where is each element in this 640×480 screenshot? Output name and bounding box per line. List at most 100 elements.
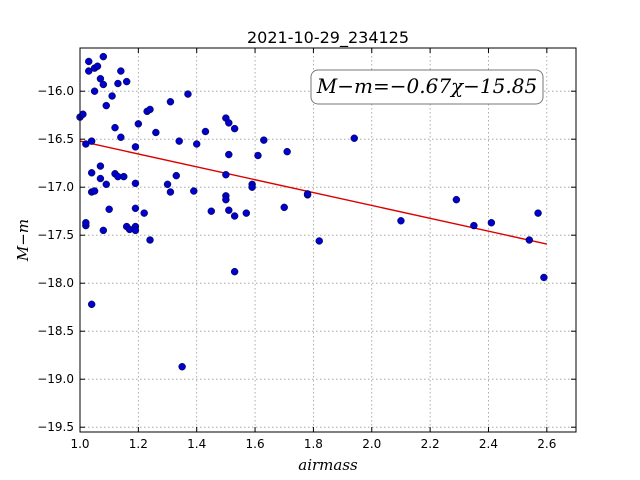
data-point: [166, 98, 175, 106]
y-tick-label: −18.0: [37, 276, 74, 290]
y-tick-label: −17.5: [37, 228, 74, 242]
data-point: [146, 105, 154, 114]
data-point: [90, 87, 99, 95]
data-point: [470, 221, 478, 230]
data-point: [303, 190, 312, 198]
data-point: [225, 150, 233, 159]
y-tick-label: −16.5: [37, 132, 74, 146]
data-point: [146, 236, 154, 244]
data-point: [280, 203, 288, 212]
data-point: [225, 119, 233, 127]
y-tick-label: −19.5: [37, 420, 74, 434]
data-point: [166, 188, 175, 196]
data-point: [540, 273, 548, 282]
data-point: [102, 180, 110, 189]
data-point: [254, 151, 262, 160]
x-tick-label: 1.4: [187, 437, 206, 451]
fit-line: [79, 140, 547, 245]
data-point: [283, 147, 291, 156]
data-point: [99, 80, 108, 89]
data-point: [90, 187, 99, 195]
data-point: [93, 62, 102, 70]
data-point: [122, 77, 131, 86]
plot-frame: [79, 47, 577, 433]
data-point: [96, 162, 105, 170]
data-point: [85, 57, 93, 66]
data-point: [350, 134, 358, 142]
data-point: [230, 267, 239, 276]
data-point: [397, 217, 405, 225]
data-point: [85, 67, 93, 75]
data-point: [230, 124, 239, 133]
y-axis-label: M−m: [14, 219, 32, 262]
data-point: [82, 219, 90, 227]
data-point: [87, 300, 96, 309]
data-point: [114, 79, 122, 88]
data-point: [207, 207, 215, 215]
data-point: [105, 205, 113, 213]
data-point: [120, 172, 128, 181]
data-point: [225, 206, 233, 214]
data-point: [99, 52, 108, 61]
data-point: [131, 204, 140, 213]
y-tick-label: −17.0: [37, 180, 74, 194]
data-point: [315, 237, 323, 245]
axis-ticks: 1.0 1.2 1.4 1.6 1.8 2.0 2.2 2.4 2.6 −16.0 −16.5 −17…: [37, 48, 576, 451]
data-point: [163, 180, 172, 189]
x-tick-label: 2.6: [537, 437, 556, 451]
data-point: [242, 209, 251, 217]
x-tick-label: 2.0: [362, 437, 381, 451]
x-tick-label: 2.2: [421, 437, 440, 451]
x-axis-label: airmass: [298, 456, 358, 474]
data-point: [487, 219, 496, 227]
data-point: [111, 123, 119, 132]
x-tick-label: 1.8: [304, 437, 323, 451]
data-point: [230, 212, 239, 220]
data-point: [131, 179, 140, 188]
data-point: [525, 236, 534, 244]
fit-equation-text: M−m=−0.67χ−15.85: [316, 74, 537, 98]
data-point: [452, 195, 461, 204]
data-point: [222, 195, 230, 204]
data-point: [117, 133, 125, 141]
data-point: [134, 120, 143, 128]
x-tick-label: 2.4: [479, 437, 498, 451]
data-point: [131, 226, 140, 235]
data-point: [248, 183, 256, 191]
fit-line-group: [79, 140, 547, 245]
x-tick-label: 1.6: [246, 437, 265, 451]
data-point: [99, 226, 108, 235]
y-tick-label: −18.5: [37, 324, 74, 338]
data-point: [172, 171, 180, 180]
fit-equation-box: M−m=−0.67χ−15.85: [310, 69, 544, 105]
x-tick-label: 1.0: [70, 437, 89, 451]
data-point: [222, 171, 230, 179]
data-point: [87, 169, 96, 177]
data-point: [190, 187, 198, 195]
x-tick-label: 1.2: [129, 437, 148, 451]
data-point: [96, 174, 105, 183]
data-point: [117, 67, 125, 75]
data-point: [193, 140, 201, 148]
y-tick-label: −19.0: [37, 372, 74, 386]
grid-lines: [79, 48, 576, 432]
data-point: [140, 209, 148, 217]
data-point: [184, 90, 192, 98]
data-point: [131, 143, 140, 151]
data-point: [152, 128, 160, 137]
data-points: [76, 52, 548, 371]
annotation-box: [310, 69, 544, 105]
chart-title: 2021-10-29_234125: [247, 28, 409, 48]
data-point: [201, 127, 210, 136]
data-point: [260, 136, 268, 144]
data-point: [79, 110, 87, 118]
data-point: [175, 137, 183, 145]
data-point: [102, 101, 110, 110]
data-point: [108, 92, 116, 100]
data-point: [87, 137, 96, 145]
data-point: [534, 209, 542, 217]
y-tick-label: −16.0: [37, 84, 74, 98]
data-point: [178, 363, 186, 371]
data-point: [82, 140, 90, 148]
